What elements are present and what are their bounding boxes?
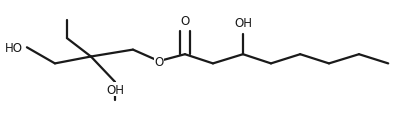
Text: O: O — [180, 14, 190, 27]
Text: OH: OH — [234, 17, 252, 30]
Text: OH: OH — [106, 83, 124, 96]
Text: O: O — [154, 55, 164, 68]
Text: HO: HO — [5, 41, 23, 54]
